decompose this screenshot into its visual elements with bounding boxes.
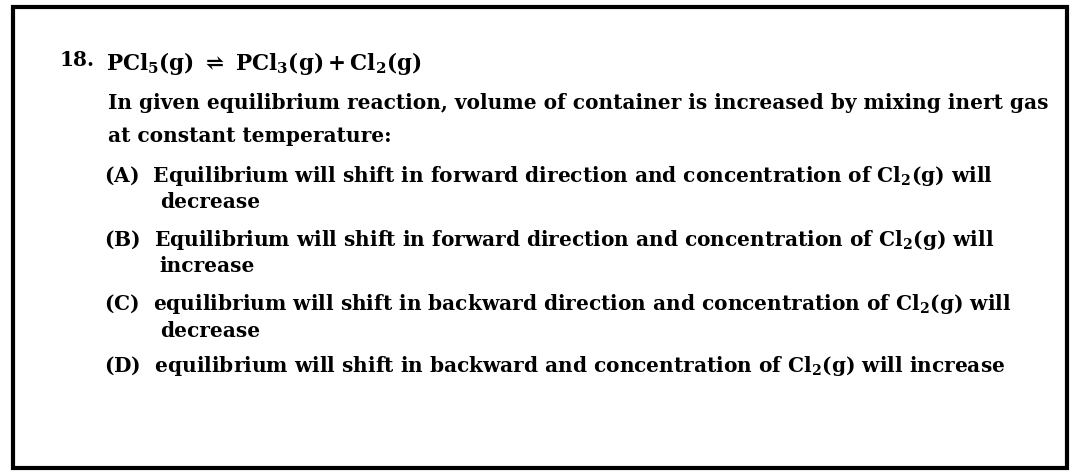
Text: increase: increase [160, 256, 255, 276]
Text: (B)  Equilibrium will shift in forward direction and concentration of Cl$_\mathb: (B) Equilibrium will shift in forward di… [104, 228, 994, 252]
Text: (D)  equilibrium will shift in backward and concentration of Cl$_\mathbf{2}$(g) : (D) equilibrium will shift in backward a… [104, 354, 1004, 378]
Text: $\mathbf{PCl_5(g)}$ $\mathbf{\rightleftharpoons}$ $\mathbf{PCl_3(g) + Cl_2(g)}$: $\mathbf{PCl_5(g)}$ $\mathbf{\rightlefth… [106, 50, 421, 77]
Text: decrease: decrease [160, 192, 260, 212]
Text: decrease: decrease [160, 321, 260, 341]
Text: In given equilibrium reaction, volume of container is increased by mixing inert : In given equilibrium reaction, volume of… [108, 93, 1049, 113]
FancyBboxPatch shape [13, 7, 1067, 468]
Text: at constant temperature:: at constant temperature: [108, 126, 392, 146]
Text: (A)  Equilibrium will shift in forward direction and concentration of Cl$_\mathb: (A) Equilibrium will shift in forward di… [104, 164, 993, 188]
Text: 18.: 18. [59, 50, 94, 70]
Text: (C)  equilibrium will shift in backward direction and concentration of Cl$_\math: (C) equilibrium will shift in backward d… [104, 292, 1011, 316]
